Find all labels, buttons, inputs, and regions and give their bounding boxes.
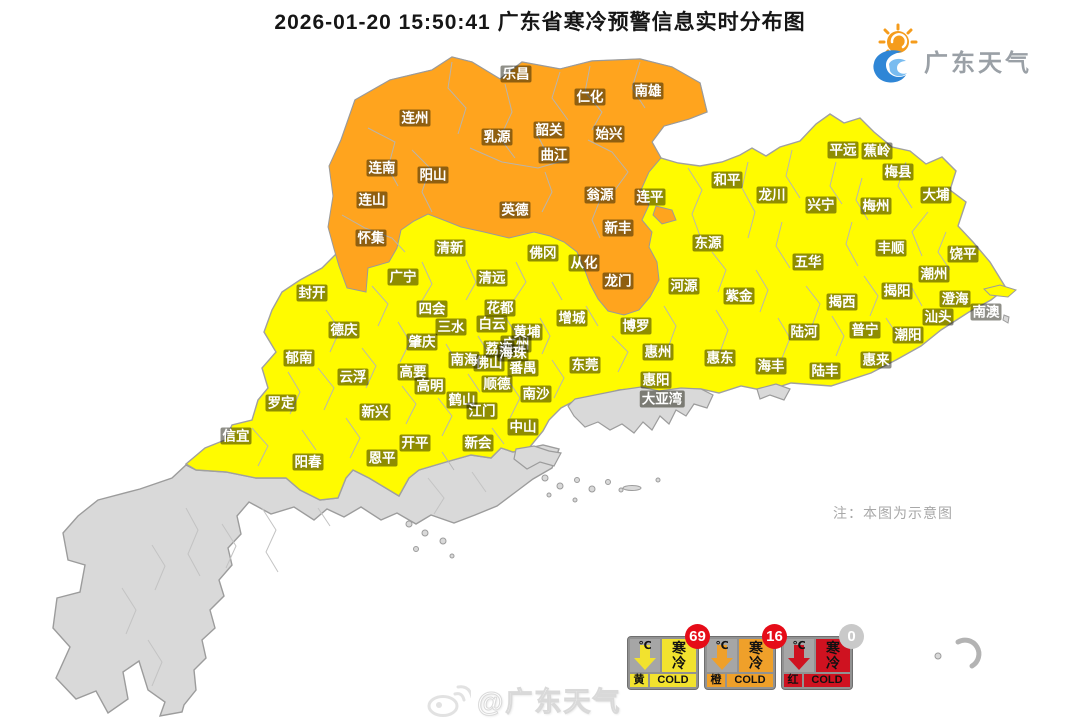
region-no-warning-shenzhen-dayawan xyxy=(567,386,714,434)
red-count-badge: 0 xyxy=(839,624,864,649)
guangdong-weather-logo: 广东天气 xyxy=(858,15,1073,85)
island-atoll xyxy=(955,637,982,669)
county-borders-gray-area xyxy=(121,471,487,687)
logo-text: 广东天气 xyxy=(924,50,1032,77)
temperature-drop-icon: ℃ xyxy=(630,639,660,672)
island-nanao xyxy=(983,284,1018,298)
temperature-drop-icon: ℃ xyxy=(784,639,814,672)
orange-count-badge: 16 xyxy=(762,624,787,649)
legend-level-cn: 橙 xyxy=(707,674,725,687)
legend-card-yellow: 69 ℃ 寒冷 黄 COLD xyxy=(627,624,710,690)
county-borders xyxy=(251,61,951,471)
region-orange-warning xyxy=(327,56,708,316)
legend-card-orange: 16 ℃ 寒冷 橙 COLD xyxy=(704,624,787,690)
legend-level-en: COLD xyxy=(804,674,850,687)
legend-level-en: COLD xyxy=(650,674,696,687)
legend-card-red: 0 ℃ 寒冷 红 COLD xyxy=(781,624,864,690)
watermark-text: @广东天气 xyxy=(476,687,622,718)
weibo-icon xyxy=(427,684,471,717)
temperature-drop-icon: ℃ xyxy=(707,639,737,672)
watermark: @广东天气 xyxy=(425,680,621,719)
region-no-warning-zhuhai xyxy=(513,445,562,470)
sun-typhoon-logo-icon xyxy=(873,23,918,83)
legend-level-cn: 红 xyxy=(784,674,802,687)
islands xyxy=(405,314,1010,660)
region-no-warning-shanwei xyxy=(756,383,791,401)
legend-level-cn: 黄 xyxy=(630,674,648,687)
legend-level-en: COLD xyxy=(727,674,773,687)
map-note: 注：本图为示意图 xyxy=(833,505,953,521)
region-orange-patch xyxy=(652,205,677,225)
page-title: 2026-01-20 15:50:41 广东省寒冷预警信息实时分布图 xyxy=(274,11,806,34)
legend-warning-text: 寒冷 xyxy=(662,639,696,672)
yellow-count-badge: 69 xyxy=(685,624,710,649)
